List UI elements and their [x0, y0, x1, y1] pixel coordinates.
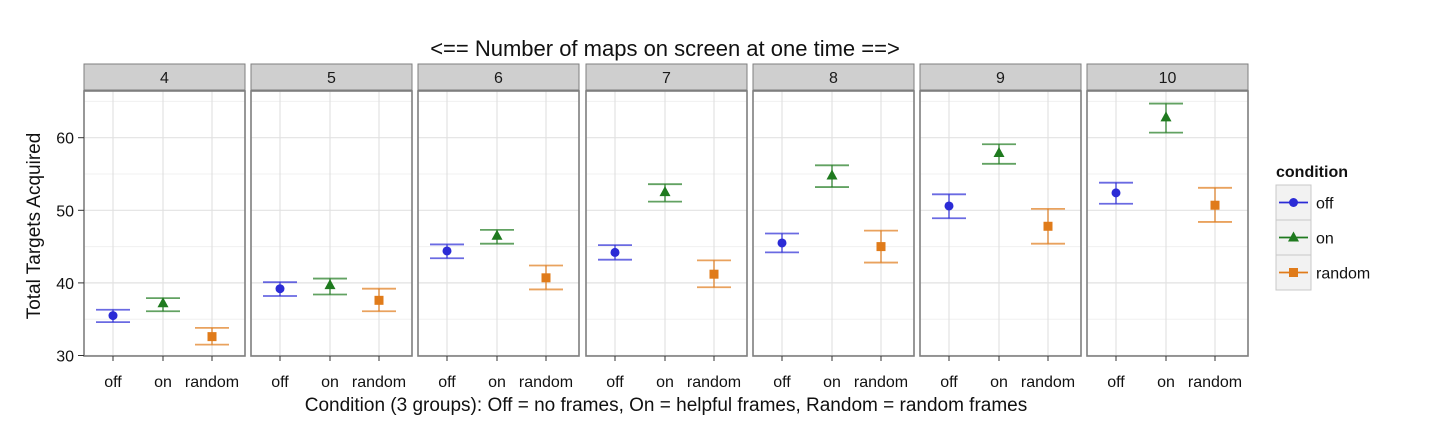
- facet-strip: [83, 63, 246, 91]
- point-on-9: [993, 146, 1005, 157]
- point-random-4: [207, 332, 217, 342]
- y-tick-label: 60: [56, 131, 74, 148]
- chart-title: <== Number of maps on screen at one time…: [430, 36, 900, 61]
- x-tick-label: random: [185, 374, 239, 391]
- facet-strip-label: 9: [996, 70, 1005, 87]
- x-tick-label: on: [321, 374, 339, 391]
- legend-title: condition: [1276, 164, 1348, 181]
- facet-panel-9: 9 off on random: [919, 63, 1082, 391]
- facet-strip: [250, 63, 413, 91]
- point-random-5: [374, 295, 384, 305]
- point-on-6: [491, 229, 503, 240]
- point-off-5: [275, 284, 285, 294]
- x-tick-label: random: [352, 374, 406, 391]
- legend: condition off on random: [1275, 164, 1370, 291]
- point-random-9: [1043, 221, 1053, 231]
- x-tick-label: random: [687, 374, 741, 391]
- x-tick-label: on: [488, 374, 506, 391]
- panel-border: [1086, 90, 1249, 357]
- facet-strip: [919, 63, 1082, 91]
- facet-strip: [585, 63, 748, 91]
- point-random-6: [541, 273, 551, 283]
- x-tick-label: on: [656, 374, 674, 391]
- point-off-8: [777, 238, 787, 248]
- facet-strip-label: 6: [494, 70, 503, 87]
- x-tick-label: off: [1107, 374, 1125, 391]
- facet-strip-label: 5: [327, 70, 336, 87]
- panel-border: [585, 90, 748, 357]
- panel-background: [920, 91, 1081, 356]
- x-tick-label: off: [606, 374, 624, 391]
- legend-label: on: [1316, 231, 1334, 248]
- x-axis-title: Condition (3 groups): Off = no frames, O…: [305, 395, 1028, 416]
- facet-panel-4: 4 off on random: [83, 63, 246, 391]
- point-off-9: [944, 201, 954, 211]
- facet-strip: [1086, 63, 1249, 91]
- facet-strip-label: 10: [1159, 70, 1177, 87]
- x-tick-label: on: [154, 374, 172, 391]
- y-axis-title: Total Targets Acquired: [24, 133, 45, 320]
- point-random-8: [876, 242, 886, 252]
- legend-label: random: [1316, 266, 1370, 283]
- legend-item-on: on: [1275, 219, 1334, 256]
- x-tick-label: off: [104, 374, 122, 391]
- facet-strip: [752, 63, 915, 91]
- panel-background: [84, 91, 245, 356]
- point-on-7: [659, 186, 671, 197]
- panel-background: [753, 91, 914, 356]
- panel-border: [250, 90, 413, 357]
- facet-panel-10: 10 off on random: [1086, 63, 1249, 391]
- x-tick-label: random: [1021, 374, 1075, 391]
- panel-background: [586, 91, 747, 356]
- point-off-6: [442, 246, 452, 256]
- point-random-10: [1210, 200, 1220, 210]
- facet-strip-label: 7: [662, 70, 671, 87]
- y-tick-label: 40: [56, 276, 74, 293]
- legend-item-random: random: [1275, 254, 1370, 291]
- panel-border: [83, 90, 246, 357]
- facet-strip-label: 4: [160, 70, 169, 87]
- point-off-7: [610, 247, 620, 257]
- x-tick-label: on: [990, 374, 1008, 391]
- y-tick-label: 30: [56, 349, 74, 366]
- panel-border: [919, 90, 1082, 357]
- facet-panel-8: 8 off on random: [752, 63, 915, 391]
- facet-panels: 4 off on random 5 off on random 6 off on random 7 off…: [83, 63, 1249, 391]
- x-tick-label: on: [1157, 374, 1175, 391]
- panel-background: [251, 91, 412, 356]
- x-tick-label: random: [1188, 374, 1242, 391]
- point-off-10: [1111, 188, 1121, 198]
- legend-item-off: off: [1275, 184, 1334, 221]
- facet-strip: [417, 63, 580, 91]
- x-tick-label: random: [854, 374, 908, 391]
- x-tick-label: on: [823, 374, 841, 391]
- panel-border: [752, 90, 915, 357]
- point-on-10: [1160, 111, 1172, 122]
- panel-background: [418, 91, 579, 356]
- x-tick-label: off: [773, 374, 791, 391]
- facet-panel-6: 6 off on random: [417, 63, 580, 391]
- x-tick-label: random: [519, 374, 573, 391]
- point-random-7: [709, 269, 719, 279]
- point-on-4: [157, 297, 169, 308]
- panel-background: [1087, 91, 1248, 356]
- point-on-8: [826, 169, 838, 180]
- point-on-5: [324, 279, 336, 290]
- point-off-4: [108, 311, 118, 321]
- x-tick-label: off: [438, 374, 456, 391]
- legend-label: off: [1316, 196, 1334, 213]
- panel-border: [417, 90, 580, 357]
- facet-panel-5: 5 off on random: [250, 63, 413, 391]
- x-tick-label: off: [940, 374, 958, 391]
- y-tick-label: 50: [56, 203, 74, 220]
- y-axis: 30 40 50 60: [56, 131, 84, 366]
- facet-strip-label: 8: [829, 70, 838, 87]
- x-tick-label: off: [271, 374, 289, 391]
- facet-panel-7: 7 off on random: [585, 63, 748, 391]
